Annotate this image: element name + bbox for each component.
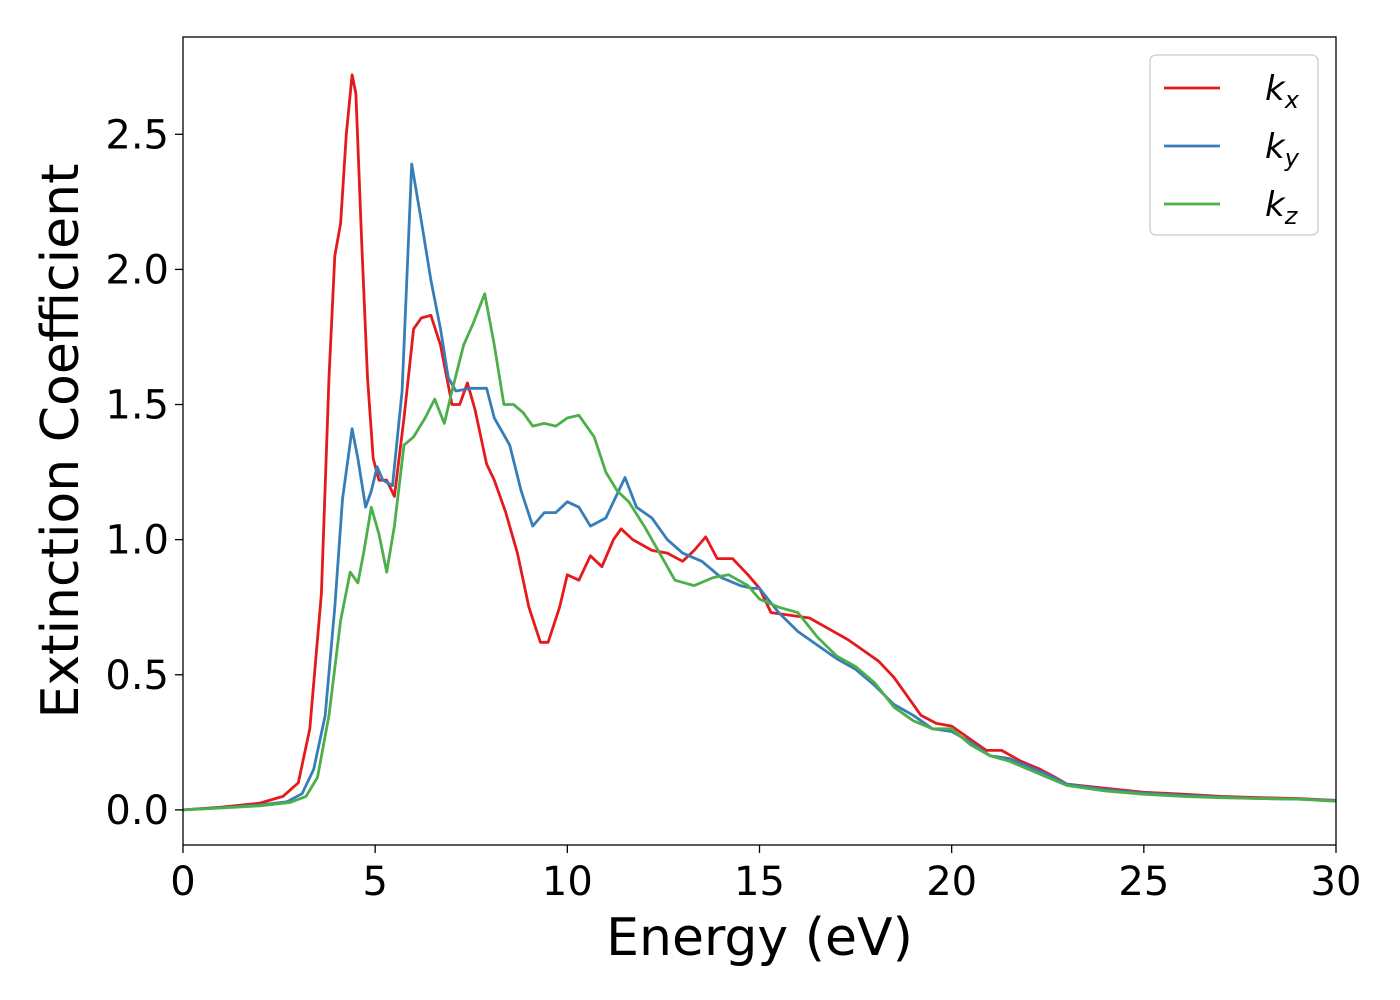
series-line-kx [183, 73, 1336, 812]
y-tick-label: 2.0 [105, 247, 169, 293]
y-tick-label: 1.5 [105, 383, 169, 429]
y-tick-label: 1.0 [105, 518, 169, 564]
series-line-kz [183, 292, 1336, 812]
x-tick-label: 10 [542, 859, 593, 905]
y-axis-title: Extinction Coefficient [31, 164, 91, 719]
y-tick-label: 0.5 [105, 653, 169, 699]
series-line-ky [183, 162, 1336, 812]
legend-label-kz: kz [1265, 185, 1299, 230]
x-tick-label: 15 [734, 859, 785, 905]
x-tick-label: 25 [1118, 859, 1169, 905]
legend-box [1149, 54, 1319, 236]
y-axis: 0.0 0.5 1.0 1.5 2.0 2.5 [105, 112, 183, 834]
y-tick-label: 0.0 [105, 788, 169, 834]
legend-label-ky: ky [1265, 127, 1300, 172]
x-tick-label: 20 [926, 859, 977, 905]
legend: kx ky kz [1149, 54, 1319, 236]
x-axis: 0 5 10 15 20 25 30 [170, 845, 1361, 905]
x-tick-label: 30 [1311, 859, 1362, 905]
x-tick-label: 0 [170, 859, 195, 905]
y-tick-label: 2.5 [105, 112, 169, 158]
series-layer [183, 73, 1336, 812]
x-tick-label: 5 [362, 859, 387, 905]
x-axis-title: Energy (eV) [606, 908, 913, 968]
legend-label-kx: kx [1265, 69, 1300, 114]
